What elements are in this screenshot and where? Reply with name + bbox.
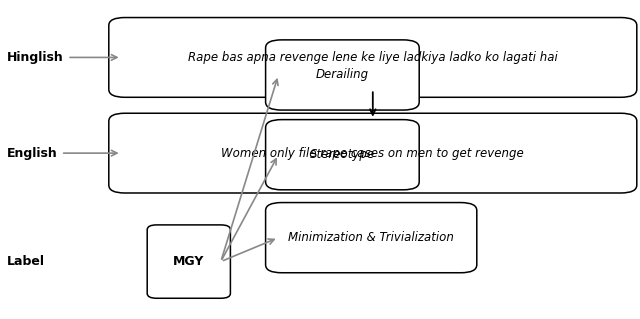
Text: Minimization & Trivialization: Minimization & Trivialization — [288, 231, 454, 244]
Text: Hinglish: Hinglish — [6, 51, 63, 64]
FancyBboxPatch shape — [109, 18, 637, 97]
Text: Derailing: Derailing — [316, 69, 369, 81]
Text: Stereotype: Stereotype — [310, 148, 375, 161]
Text: MGY: MGY — [173, 255, 205, 268]
Text: Rape bas apna revenge lene ke liye ladkiya ladko ko lagati hai: Rape bas apna revenge lene ke liye ladki… — [188, 51, 557, 64]
FancyBboxPatch shape — [266, 40, 419, 110]
Text: Label: Label — [6, 255, 44, 268]
FancyBboxPatch shape — [266, 120, 419, 190]
Text: English: English — [6, 147, 57, 160]
FancyBboxPatch shape — [109, 113, 637, 193]
FancyBboxPatch shape — [266, 203, 477, 273]
Text: Women only file rape cases on men to get revenge: Women only file rape cases on men to get… — [221, 147, 524, 160]
FancyBboxPatch shape — [147, 225, 230, 298]
